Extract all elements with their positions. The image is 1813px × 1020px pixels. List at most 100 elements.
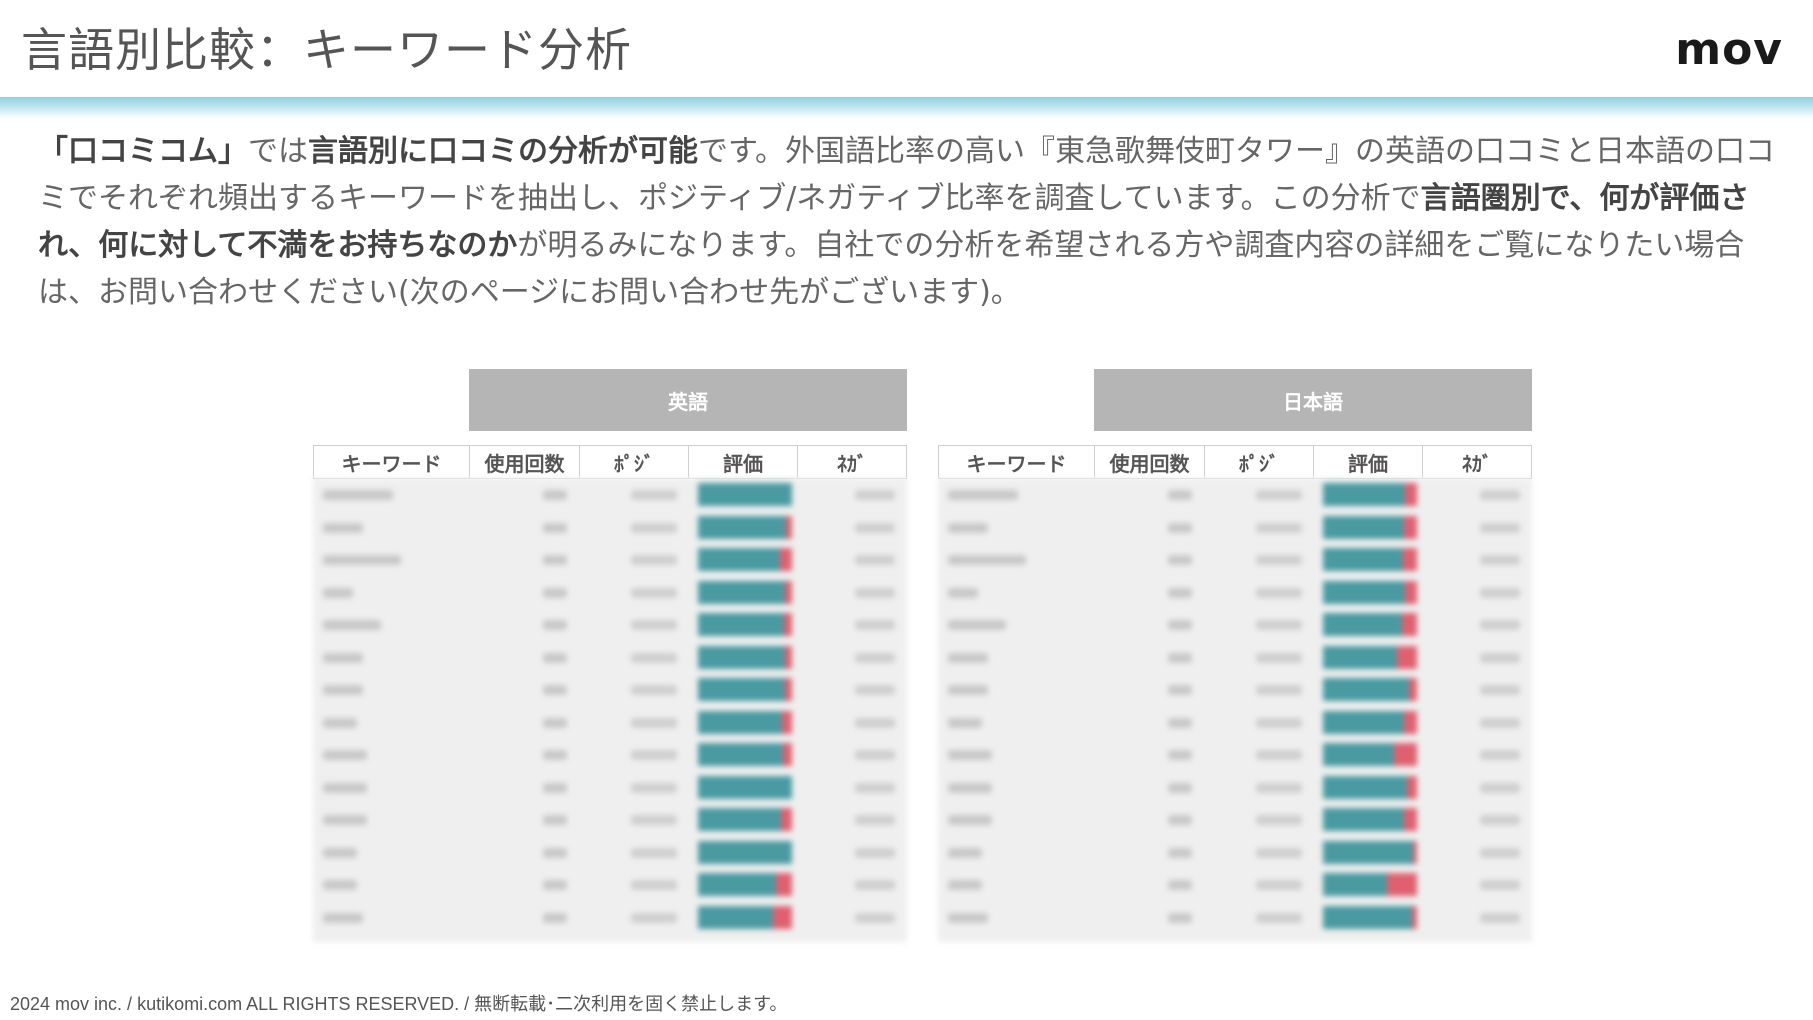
positive-cell-blurred bbox=[1256, 685, 1302, 695]
positive-cell-blurred bbox=[631, 912, 677, 923]
rating-bar-positive bbox=[698, 775, 792, 799]
negative-cell-blurred bbox=[1480, 587, 1520, 598]
intro-emphasis: 言語圏別で、何が評価され、何に対して不満をお持ちなのか bbox=[38, 181, 1750, 263]
count-cell-blurred bbox=[543, 750, 567, 760]
rating-bar-positive bbox=[1323, 905, 1413, 929]
positive-cell-blurred bbox=[631, 880, 677, 890]
keyword-cell-blurred bbox=[323, 685, 363, 695]
count-cell-blurred bbox=[543, 815, 567, 825]
table-row bbox=[938, 868, 1532, 901]
negative-cell-blurred bbox=[1480, 847, 1520, 858]
table-row bbox=[938, 738, 1532, 771]
keyword-cell-blurred bbox=[948, 717, 982, 728]
column-header-evaluation: 評価 bbox=[689, 446, 798, 478]
rating-bar-negative bbox=[1386, 873, 1417, 896]
table-row bbox=[938, 543, 1532, 576]
rating-bar-negative bbox=[780, 808, 792, 831]
keyword-cell-blurred bbox=[948, 587, 978, 598]
rating-bar-positive bbox=[698, 613, 785, 636]
intro-paragraph: 「口コミコム」では言語別に口コミの分析が可能です。外国語比率の高い『東急歌舞伎町… bbox=[38, 128, 1788, 316]
rating-bar-negative bbox=[781, 710, 792, 734]
rating-bar bbox=[698, 548, 792, 571]
negative-cell-blurred bbox=[855, 750, 895, 760]
positive-cell-blurred bbox=[1256, 750, 1302, 760]
english-table-rows-blurred bbox=[313, 478, 907, 942]
copyright-footer: 2024 mov inc. / kutikomi.com ALL RIGHTS … bbox=[10, 994, 788, 1014]
rating-bar bbox=[698, 710, 792, 734]
rating-bar-negative bbox=[776, 873, 792, 896]
count-cell-blurred bbox=[543, 587, 567, 598]
page-title: 言語別比較：キーワード分析 bbox=[21, 23, 632, 77]
count-cell-blurred bbox=[1168, 652, 1192, 663]
rating-bar-positive bbox=[1323, 515, 1404, 539]
positive-cell-blurred bbox=[1256, 587, 1302, 598]
table-row bbox=[313, 901, 907, 934]
table-row bbox=[313, 543, 907, 576]
rating-bar bbox=[1323, 808, 1417, 831]
rating-bar bbox=[1323, 645, 1417, 669]
table-row bbox=[313, 576, 907, 609]
keyword-cell-blurred bbox=[948, 750, 992, 760]
keyword-cell-blurred bbox=[323, 522, 363, 533]
count-cell-blurred bbox=[1168, 620, 1192, 630]
keyword-cell-blurred bbox=[948, 847, 982, 858]
rating-bar-positive bbox=[1323, 613, 1402, 636]
rating-bar-negative bbox=[1413, 840, 1417, 864]
keyword-cell-blurred bbox=[948, 555, 1026, 565]
rating-bar bbox=[698, 515, 792, 539]
rating-bar-negative bbox=[1406, 775, 1417, 799]
rating-bar-negative bbox=[785, 645, 792, 669]
keyword-cell-blurred bbox=[948, 685, 988, 695]
rating-bar bbox=[698, 808, 792, 831]
rating-bar-negative bbox=[1402, 548, 1417, 571]
rating-bar bbox=[1323, 678, 1417, 701]
rating-bar-positive bbox=[698, 548, 780, 571]
positive-cell-blurred bbox=[1256, 912, 1302, 923]
keyword-cell-blurred bbox=[323, 847, 357, 858]
positive-cell-blurred bbox=[631, 620, 677, 630]
rating-bar-positive bbox=[698, 678, 786, 701]
count-cell-blurred bbox=[1168, 782, 1192, 793]
rating-bar-positive bbox=[698, 808, 781, 831]
table-row bbox=[938, 576, 1532, 609]
rating-bar-negative bbox=[773, 905, 792, 929]
negative-cell-blurred bbox=[855, 815, 895, 825]
negative-cell-blurred bbox=[855, 847, 895, 858]
negative-cell-blurred bbox=[855, 685, 895, 695]
count-cell-blurred bbox=[543, 880, 567, 890]
count-cell-blurred bbox=[1168, 490, 1192, 500]
rating-bar-positive bbox=[698, 710, 782, 734]
positive-cell-blurred bbox=[1256, 880, 1302, 890]
rating-bar-positive bbox=[1323, 645, 1398, 669]
column-header-count: 使用回数 bbox=[1095, 446, 1205, 478]
count-cell-blurred bbox=[543, 652, 567, 663]
rating-bar-positive bbox=[698, 515, 787, 539]
keyword-cell-blurred bbox=[323, 912, 363, 923]
rating-bar bbox=[1323, 613, 1417, 636]
rating-bar bbox=[1323, 710, 1417, 734]
rating-bar-positive bbox=[698, 873, 777, 896]
column-header-keyword: キーワード bbox=[939, 446, 1095, 478]
intro-emphasis: 「口コミコム」 bbox=[38, 134, 248, 169]
count-cell-blurred bbox=[1168, 587, 1192, 598]
rating-bar-positive bbox=[698, 905, 774, 929]
rating-bar-positive bbox=[1323, 743, 1394, 766]
negative-cell-blurred bbox=[1480, 815, 1520, 825]
table-row bbox=[313, 803, 907, 836]
count-cell-blurred bbox=[543, 847, 567, 858]
rating-bar bbox=[1323, 873, 1417, 896]
rating-bar-negative bbox=[784, 613, 792, 636]
keyword-cell-blurred bbox=[323, 620, 381, 630]
positive-cell-blurred bbox=[631, 750, 677, 760]
positive-cell-blurred bbox=[631, 847, 677, 858]
negative-cell-blurred bbox=[855, 912, 895, 923]
rating-bar-positive bbox=[1323, 548, 1403, 571]
english-table-title: 英語 bbox=[469, 369, 907, 431]
rating-bar-positive bbox=[1323, 483, 1405, 506]
count-cell-blurred bbox=[543, 490, 567, 500]
positive-cell-blurred bbox=[631, 717, 677, 728]
positive-cell-blurred bbox=[1256, 815, 1302, 825]
rating-bar-positive bbox=[698, 743, 783, 766]
negative-cell-blurred bbox=[855, 555, 895, 565]
table-row bbox=[313, 673, 907, 706]
